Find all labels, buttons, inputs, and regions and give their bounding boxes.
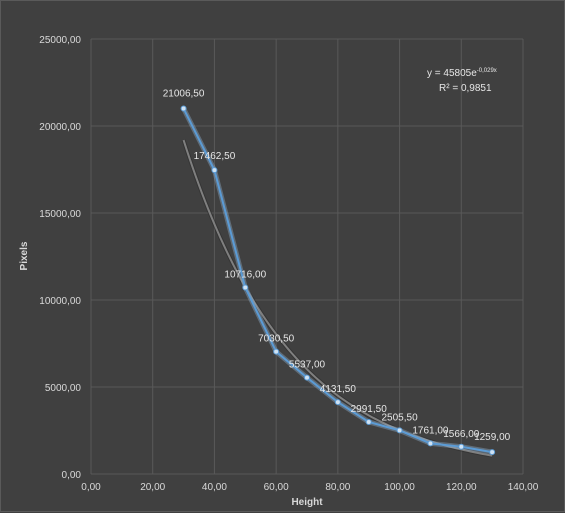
data-label: 1761,00	[412, 425, 449, 436]
x-tick-label: 60,00	[264, 482, 289, 493]
data-point	[489, 449, 496, 456]
grid	[90, 38, 524, 475]
axes: 0,00 20,00 40,00 60,00 80,00 100,00 120,00 140,…	[39, 35, 538, 493]
data-label: 2991,50	[351, 404, 388, 415]
data-labels: 21006,50 17462,50 10716,00 7030,50 5537,00 41…	[163, 88, 511, 443]
data-point	[242, 284, 249, 291]
data-label: 21006,50	[163, 88, 205, 99]
y-tick-label: 5000,00	[45, 383, 82, 394]
svg-text:y = 45805e-0,029x: y = 45805e-0,029x	[427, 68, 497, 79]
trendline-equation: y = 45805e-0,029x R² = 0,9851	[427, 68, 497, 94]
data-point	[458, 443, 465, 450]
r-squared: R² = 0,9851	[439, 83, 492, 94]
data-label: 5537,00	[289, 360, 326, 371]
data-point	[396, 427, 403, 434]
y-tick-label: 10000,00	[39, 296, 81, 307]
x-tick-label: 0,00	[81, 482, 101, 493]
x-tick-label: 40,00	[202, 482, 227, 493]
y-tick-label: 15000,00	[39, 209, 81, 220]
data-label: 4131,50	[320, 384, 357, 395]
data-label: 1259,00	[474, 432, 511, 443]
data-point	[427, 440, 434, 447]
y-tick-label: 20000,00	[39, 122, 81, 133]
x-tick-label: 100,00	[384, 482, 415, 493]
data-point	[273, 348, 280, 355]
equation-main: y = 45805e	[427, 68, 477, 79]
x-tick-label: 80,00	[325, 482, 350, 493]
x-tick-label: 140,00	[508, 482, 539, 493]
equation-exponent: -0,029x	[477, 68, 497, 74]
data-point	[334, 399, 341, 406]
series-layer	[180, 105, 496, 456]
data-label: 2505,50	[381, 412, 418, 423]
data-point	[180, 105, 187, 112]
data-point	[304, 374, 310, 381]
data-point	[211, 167, 218, 174]
data-point	[365, 418, 372, 425]
x-tick-label: 120,00	[446, 482, 477, 493]
y-tick-label: 25000,00	[39, 35, 81, 46]
x-axis-title: Height	[291, 497, 323, 508]
y-tick-label: 0,00	[62, 470, 82, 481]
data-label: 10716,00	[224, 270, 266, 281]
x-tick-label: 20,00	[140, 482, 165, 493]
data-label: 17462,50	[194, 151, 236, 162]
y-axis-title: Pixels	[19, 241, 30, 270]
data-label: 1566,00	[443, 429, 480, 440]
data-label: 7030,50	[258, 334, 295, 345]
